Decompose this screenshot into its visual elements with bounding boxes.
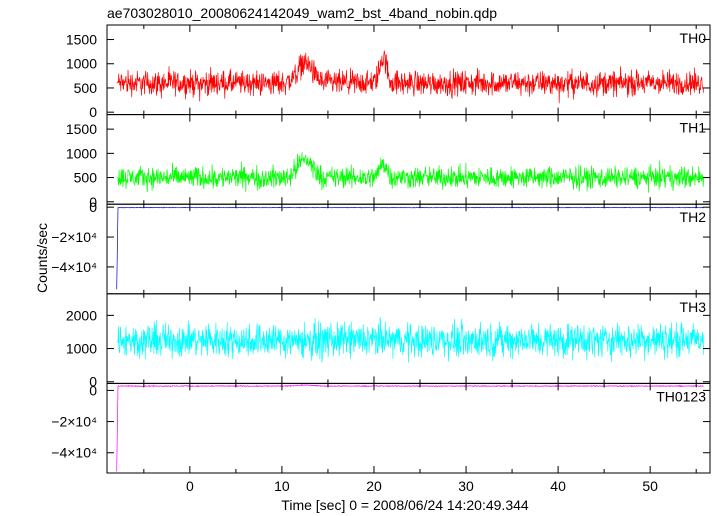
y-tick-label: −4×10⁴ <box>51 445 97 461</box>
y-tick-label: −2×10⁴ <box>51 229 97 245</box>
x-tick-label: 30 <box>458 478 474 494</box>
panel-label-th2: TH2 <box>680 209 707 225</box>
y-tick-label: 1000 <box>66 341 97 357</box>
y-tick-label: 0 <box>89 194 97 210</box>
y-tick-label: 0 <box>89 199 97 215</box>
x-tick-label: 0 <box>186 478 194 494</box>
panel-th1: 0 500 1000 1500 TH1 <box>66 114 711 210</box>
panel-label-th1: TH1 <box>680 120 707 136</box>
x-tick-label: 40 <box>550 478 566 494</box>
series-th2-line <box>116 206 704 290</box>
y-tick-label: 2000 <box>66 307 97 323</box>
series-th0123-line <box>116 383 704 472</box>
series-th3-line <box>116 317 704 363</box>
panel-th0123: 0 −2×10⁴ −4×10⁴ TH0123 0 10 20 30 40 50 <box>51 382 711 494</box>
panel-th0: 0 500 1000 1500 TH0 <box>66 24 711 120</box>
y-tick-label: 0 <box>89 382 97 398</box>
panel-th2: 0 −2×10⁴ −4×10⁴ TH2 <box>51 199 711 295</box>
panel-frame <box>106 24 711 116</box>
y-tick-label: 1000 <box>66 145 97 161</box>
panel-th3: 0 1000 2000 TH3 <box>66 293 711 390</box>
panel-frame <box>106 382 711 474</box>
y-tick-label: 0 <box>89 104 97 120</box>
x-tick-label: 10 <box>274 478 290 494</box>
y-tick-label: 0 <box>89 374 97 390</box>
panel-label-th3: TH3 <box>680 299 707 315</box>
panel-label-th0: TH0 <box>680 30 707 46</box>
y-axis-label: Counts/sec <box>34 223 50 293</box>
y-tick-label: 1500 <box>66 121 97 137</box>
panel-frame <box>106 203 711 295</box>
panel-frame <box>106 114 711 205</box>
y-tick-label: −4×10⁴ <box>51 259 97 275</box>
y-tick-label: 500 <box>74 80 98 96</box>
y-tick-label: 1000 <box>66 56 97 72</box>
y-tick-label: −2×10⁴ <box>51 414 97 430</box>
series-th0-line <box>116 50 704 104</box>
series-th1-line <box>116 152 704 193</box>
y-tick-label: 1500 <box>66 32 97 48</box>
panel-label-th0123: TH0123 <box>656 388 706 404</box>
x-tick-label: 20 <box>366 478 382 494</box>
x-tick-label: 50 <box>642 478 658 494</box>
x-axis-label: Time [sec] 0 = 2008/06/24 14:20:49.344 <box>281 497 529 513</box>
y-tick-label: 500 <box>74 170 98 186</box>
chart-title: ae703028010_20080624142049_wam2_bst_4ban… <box>107 5 497 21</box>
